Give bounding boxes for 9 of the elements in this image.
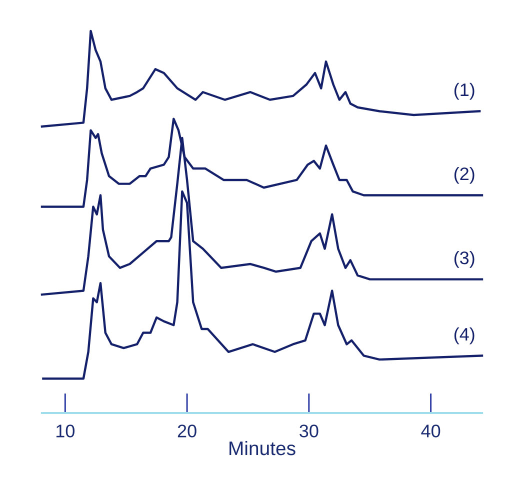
series-label: (4) [454,327,474,344]
series-label: (3) [454,251,474,268]
series-label: (2) [454,166,474,184]
x-tick-label: 40 [421,424,440,438]
x-tick-label: 10 [56,424,74,438]
x-axis-title: Minutes [230,440,296,456]
x-tick-label: 30 [300,424,318,438]
x-tick-label: 20 [178,424,196,438]
series-label: (1) [454,82,474,100]
